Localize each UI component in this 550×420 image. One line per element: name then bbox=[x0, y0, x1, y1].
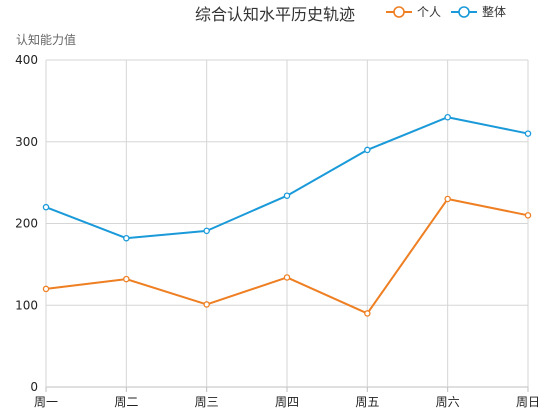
legend-marker-overall bbox=[458, 6, 470, 18]
data-point-personal[interactable] bbox=[364, 310, 371, 317]
x-tick-label: 周五 bbox=[355, 395, 379, 409]
data-point-personal[interactable] bbox=[283, 274, 291, 281]
data-point-personal[interactable] bbox=[203, 301, 210, 308]
y-tick-label: 400 bbox=[15, 53, 38, 67]
y-axis-ticks: 0 100 200 300 400 bbox=[15, 53, 38, 394]
data-point-overall[interactable] bbox=[42, 203, 50, 211]
data-point-overall[interactable] bbox=[524, 130, 532, 137]
y-tick-label: 100 bbox=[15, 298, 38, 312]
legend: 个人 整体 bbox=[386, 4, 506, 19]
x-tick-label: 周四 bbox=[275, 395, 299, 409]
data-point-personal[interactable] bbox=[444, 195, 451, 203]
x-tick-label: 周日 bbox=[516, 395, 540, 409]
data-point-overall[interactable] bbox=[444, 113, 451, 121]
x-tick-label: 周六 bbox=[436, 395, 460, 409]
x-tick-label: 周一 bbox=[34, 395, 58, 409]
chart-title: 综合认知水平历史轨迹 bbox=[195, 5, 355, 24]
legend-label-overall: 整体 bbox=[482, 4, 506, 19]
data-point-overall[interactable] bbox=[123, 234, 130, 242]
data-point-personal[interactable] bbox=[524, 212, 532, 219]
x-tick-label: 周二 bbox=[114, 395, 138, 409]
y-axis-label: 认知能力值 bbox=[16, 32, 76, 47]
data-point-personal[interactable] bbox=[123, 275, 130, 283]
x-axis-ticks: 周一 周二 周三 周四 周五 周六 周日 bbox=[34, 387, 540, 409]
y-tick-label: 0 bbox=[30, 380, 38, 394]
legend-item-overall[interactable]: 整体 bbox=[451, 4, 506, 19]
data-point-overall[interactable] bbox=[283, 192, 291, 199]
data-point-overall[interactable] bbox=[203, 227, 210, 235]
legend-item-personal[interactable]: 个人 bbox=[386, 5, 441, 19]
series-layer bbox=[42, 113, 532, 317]
y-tick-label: 300 bbox=[15, 135, 38, 149]
legend-label-personal: 个人 bbox=[417, 5, 441, 19]
x-tick-label: 周三 bbox=[195, 395, 219, 409]
data-point-overall[interactable] bbox=[364, 146, 371, 154]
data-point-personal[interactable] bbox=[42, 285, 50, 293]
y-tick-label: 200 bbox=[15, 217, 38, 231]
legend-marker-personal bbox=[393, 6, 405, 18]
gridlines bbox=[45, 59, 529, 388]
